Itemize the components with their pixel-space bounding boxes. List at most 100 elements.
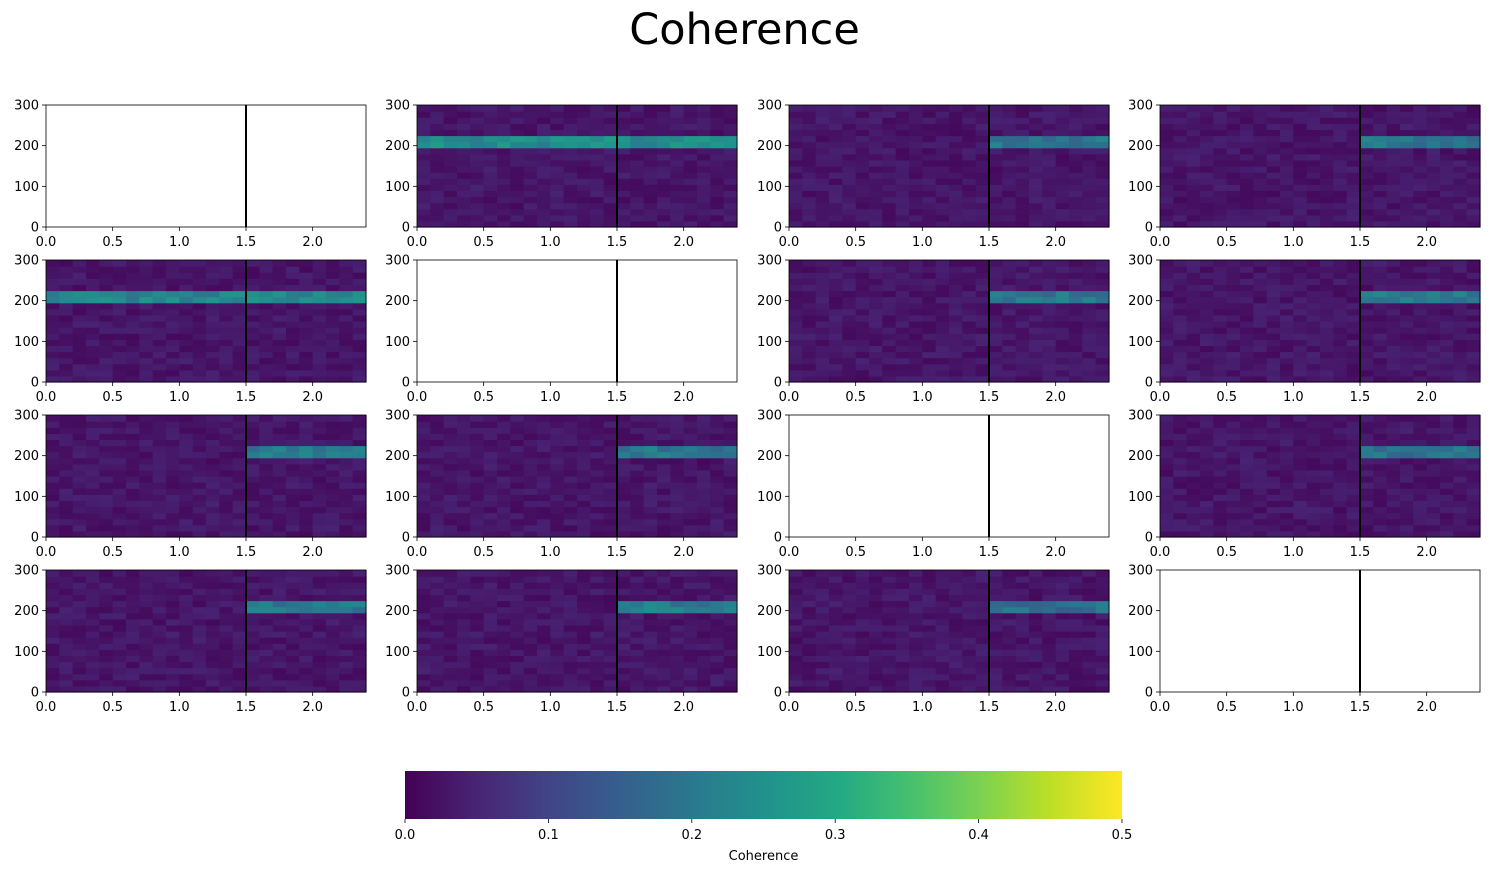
heatmap-cell — [617, 500, 631, 508]
heatmap-cell — [643, 488, 658, 495]
heatmap-cell — [1173, 105, 1188, 112]
x-tick-label: 0.5 — [102, 545, 123, 560]
heatmap-cell — [126, 624, 140, 632]
heatmap-cell — [430, 415, 445, 422]
heatmap-cell — [697, 190, 711, 198]
heatmap-cell — [1426, 345, 1441, 353]
heatmap-cell — [1386, 278, 1401, 285]
heatmap-cell — [272, 272, 287, 279]
heatmap-cell — [670, 153, 685, 161]
heatmap-cell — [1346, 357, 1361, 365]
heatmap-cell — [166, 375, 180, 383]
heatmap-cell — [895, 327, 910, 334]
heatmap-cell — [443, 482, 458, 489]
heatmap-cell — [1029, 220, 1043, 228]
heatmap-cell — [523, 214, 538, 222]
heatmap-cell — [1173, 327, 1188, 334]
heatmap-cell — [935, 196, 950, 204]
heatmap-cell — [1226, 333, 1241, 340]
heatmap-cell — [550, 524, 565, 532]
heatmap-cell — [1293, 202, 1308, 210]
heatmap-cell — [339, 476, 354, 483]
heatmap-cell — [1333, 196, 1348, 204]
heatmap-cell — [922, 278, 937, 285]
heatmap-cell — [1253, 184, 1268, 191]
heatmap-cell — [1293, 135, 1308, 143]
heatmap-cell — [1466, 196, 1481, 204]
heatmap-cell — [829, 208, 843, 216]
heatmap-cell — [869, 202, 883, 210]
heatmap-cell — [630, 123, 645, 130]
heatmap-cells — [417, 415, 738, 538]
heatmap-cell — [1015, 220, 1030, 228]
heatmap-cell — [1280, 296, 1294, 304]
heatmap-cell — [179, 606, 194, 614]
heatmap-cell — [443, 123, 458, 130]
heatmap-cell — [1173, 135, 1188, 143]
heatmap-cell — [1466, 494, 1481, 501]
heatmap-cell — [312, 296, 327, 304]
heatmap-cell — [443, 530, 458, 538]
heatmap-cell — [86, 333, 100, 340]
heatmap-cell — [1360, 375, 1374, 383]
heatmap-cell — [470, 111, 485, 118]
heatmap-cell — [1280, 172, 1294, 179]
heatmap-cell — [72, 290, 87, 298]
heatmap-cell — [1280, 530, 1294, 538]
heatmap-cell — [1240, 178, 1254, 185]
heatmap-cell — [86, 339, 100, 346]
heatmap-cell — [1386, 308, 1401, 316]
heatmap-cell — [523, 445, 538, 453]
heatmap-cell — [1373, 445, 1388, 453]
heatmap-cell — [1186, 272, 1201, 279]
heatmap-cell — [1240, 415, 1254, 422]
heatmap-cell — [1240, 351, 1254, 359]
heatmap-cell — [470, 482, 485, 489]
heatmap-cell — [72, 469, 87, 477]
heatmap-cell — [1280, 500, 1294, 508]
heatmap-cell — [1213, 178, 1228, 185]
heatmap-cell — [1173, 469, 1188, 477]
heatmap-cell — [1173, 476, 1188, 483]
heatmap-cell — [192, 624, 207, 632]
heatmap-cell — [443, 129, 458, 137]
heatmap-cell — [1320, 433, 1334, 440]
heatmap-cell — [1426, 105, 1441, 112]
heatmap-cell — [299, 600, 314, 608]
heatmap-cell — [46, 512, 60, 520]
heatmap-cell — [457, 506, 471, 514]
heatmap-cell — [1015, 196, 1030, 204]
heatmap-cell — [1186, 506, 1201, 514]
heatmap-cell — [152, 445, 167, 453]
heatmap-cell — [299, 439, 314, 447]
heatmap-cell — [603, 463, 618, 471]
heatmap-cell — [802, 266, 817, 273]
heatmap-cell — [909, 314, 923, 322]
heatmap-cell — [232, 351, 247, 359]
heatmap-cell — [510, 445, 525, 453]
heatmap-cell — [842, 178, 857, 185]
heatmap-cell — [1213, 518, 1228, 526]
heatmap-cell — [470, 184, 485, 191]
heatmap-cell — [1069, 266, 1083, 273]
heatmap-cell — [670, 427, 685, 434]
heatmap-cell — [523, 415, 538, 422]
heatmap-cell — [1173, 524, 1188, 532]
heatmap-cell — [417, 494, 431, 501]
heatmap-cell — [46, 655, 60, 663]
heatmap-cell — [1173, 506, 1188, 514]
heatmap-cell — [126, 327, 140, 334]
heatmap-cell — [1186, 153, 1201, 161]
heatmap-cell — [219, 321, 234, 328]
heatmap-cell — [789, 327, 803, 334]
heatmap-cell — [339, 339, 354, 346]
heatmap-cell — [417, 190, 431, 198]
heatmap-cell — [842, 339, 857, 346]
heatmap-cell — [1466, 463, 1481, 471]
heatmap-cell — [895, 296, 910, 304]
heatmap-cell — [1002, 196, 1017, 204]
heatmap-cell — [417, 427, 431, 434]
heatmap-cell — [46, 588, 60, 595]
heatmap-cell — [1055, 363, 1070, 371]
heatmap-cell — [1082, 184, 1097, 191]
